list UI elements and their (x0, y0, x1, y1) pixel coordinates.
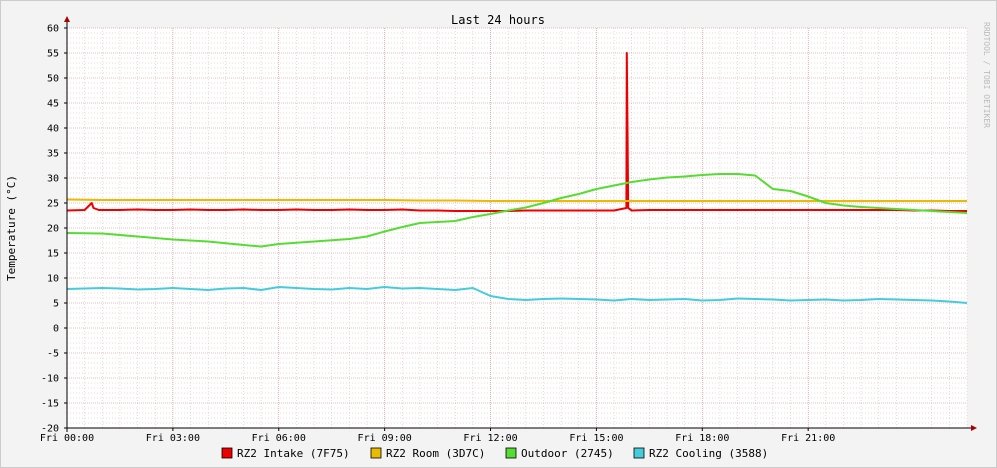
series-line-0 (66, 52, 967, 212)
chart-title: Last 24 hours (451, 13, 545, 27)
rrdtool-watermark: RRDTOOL / TOBI OETIKER (982, 22, 991, 128)
y-tick-label: 40 (47, 124, 59, 135)
y-tick-label: 15 (47, 249, 59, 260)
y-tick-label: 0 (53, 324, 59, 335)
y-tick-label: -10 (41, 374, 59, 385)
tick-labels: -20 -15 -10 -5 0 5 10 15 20 25 30 35 40 45 50 55 60 Fri 0… (40, 24, 835, 445)
grid-lines (66, 27, 968, 429)
legend-swatch (370, 447, 382, 459)
x-tick-label: Fri 06:00 (252, 433, 306, 444)
y-tick-label: -20 (41, 424, 59, 435)
y-tick-label: 50 (47, 74, 59, 85)
legend-swatch (221, 447, 233, 459)
x-tick-label: Fri 09:00 (358, 433, 412, 444)
legend-label: RZ2 Cooling (3588) (649, 447, 768, 460)
y-tick-label: 30 (47, 174, 59, 185)
y-tick-label: 45 (47, 99, 59, 110)
series-line-2 (66, 173, 968, 248)
axes (64, 16, 977, 432)
x-tick-label: Fri 21:00 (781, 433, 835, 444)
y-tick-label: 25 (47, 199, 59, 210)
y-tick-label: 55 (47, 49, 59, 60)
legend-label: RZ2 Intake (7F75) (237, 447, 350, 460)
series-line-3 (66, 286, 968, 304)
series-line-1 (66, 198, 967, 202)
x-axis-arrow-icon (971, 425, 977, 431)
legend-swatch (505, 447, 517, 459)
legend-item-2: Outdoor (2745) (505, 447, 614, 460)
x-tick-label: Fri 03:00 (146, 433, 200, 444)
y-tick-label: 20 (47, 224, 59, 235)
x-tick-label: Fri 18:00 (675, 433, 729, 444)
y-tick-label: -5 (47, 349, 59, 360)
y-axis-label: Temperature (°C) (5, 175, 18, 281)
y-axis-arrow-icon (64, 16, 70, 22)
y-tick-label: 60 (47, 24, 59, 35)
x-tick-label: Fri 12:00 (463, 433, 517, 444)
x-tick-label: Fri 15:00 (569, 433, 623, 444)
y-tick-label: 5 (53, 299, 59, 310)
x-tick-label: Fri 00:00 (40, 433, 94, 444)
legend-item-3: RZ2 Cooling (3588) (633, 447, 768, 460)
legend: RZ2 Intake (7F75) RZ2 Room (3D7C) Outdoor … (221, 447, 768, 460)
y-tick-label: -15 (41, 399, 59, 410)
legend-item-0: RZ2 Intake (7F75) (221, 447, 350, 460)
legend-label: Outdoor (2745) (521, 447, 614, 460)
series-lines (66, 52, 968, 304)
legend-swatch (633, 447, 645, 459)
legend-item-1: RZ2 Room (3D7C) (370, 447, 485, 460)
y-tick-label: 10 (47, 274, 59, 285)
y-tick-label: 35 (47, 149, 59, 160)
legend-label: RZ2 Room (3D7C) (386, 447, 485, 460)
